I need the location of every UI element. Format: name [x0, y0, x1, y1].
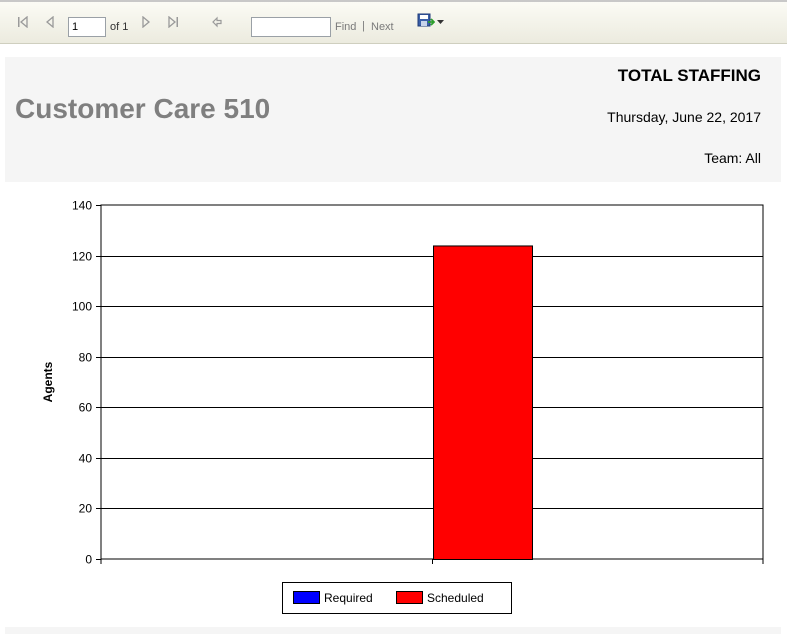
- staffing-chart: 0 20 40 60 80 100 120 140 Agents Required Schedule…: [5, 183, 781, 627]
- chart-svg: 0 20 40 60 80 100 120 140 Agents Required Schedule…: [41, 199, 764, 614]
- y-tick-label: 40: [79, 452, 93, 466]
- report-toolbar: of 1 Find | Next: [0, 0, 787, 44]
- bar-scheduled: [433, 245, 533, 560]
- team-filter-label: Team: All: [704, 150, 761, 166]
- y-tick-label: 100: [72, 300, 92, 314]
- legend-label-scheduled: Scheduled: [427, 591, 484, 605]
- y-tick-label: 60: [79, 401, 93, 415]
- y-tick-label: 140: [72, 199, 92, 213]
- y-tick-label: 0: [85, 553, 92, 567]
- page-number-input[interactable]: [68, 17, 106, 37]
- find-next-link[interactable]: Next: [371, 21, 394, 33]
- export-save-icon[interactable]: [417, 13, 435, 29]
- plot-area: [100, 204, 764, 560]
- y-tick-label: 20: [79, 502, 93, 516]
- page-count-label: of 1: [110, 21, 129, 33]
- previous-page-icon[interactable]: [45, 14, 55, 30]
- legend-swatch-required: [293, 591, 320, 604]
- find-link[interactable]: Find: [335, 21, 357, 33]
- y-axis-title: Agents: [41, 361, 55, 402]
- report-footer-strip: [5, 627, 781, 634]
- find-input[interactable]: [251, 17, 331, 37]
- back-icon[interactable]: [211, 14, 223, 30]
- report-title: TOTAL STAFFING: [617, 66, 761, 85]
- y-tick-label: 80: [79, 351, 93, 365]
- report-date: Thursday, June 22, 2017: [607, 109, 761, 125]
- dropdown-arrow-icon[interactable]: [437, 14, 444, 30]
- y-tick-label: 120: [72, 250, 92, 264]
- report-header: Customer Care 510 TOTAL STAFFING Thursda…: [5, 57, 781, 182]
- org-title: Customer Care 510: [15, 93, 271, 124]
- next-page-icon[interactable]: [141, 14, 151, 30]
- legend-swatch-scheduled: [396, 591, 423, 604]
- last-page-icon[interactable]: [166, 14, 180, 30]
- first-page-icon[interactable]: [16, 14, 30, 30]
- legend-label-required: Required: [324, 591, 373, 605]
- toolbar-separator: |: [362, 20, 365, 32]
